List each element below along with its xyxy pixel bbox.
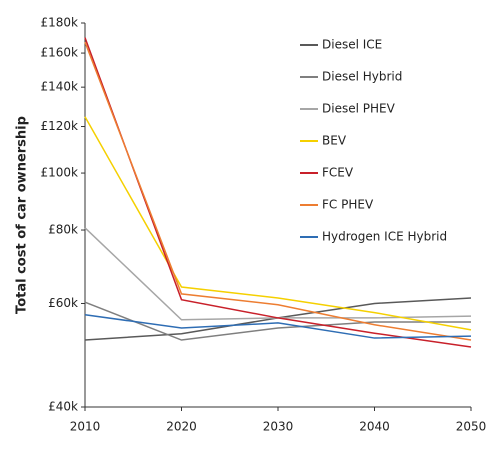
- y-tick-label: £120k: [41, 119, 79, 133]
- x-tick-label: 2010: [70, 420, 101, 434]
- legend-label: FCEV: [322, 166, 354, 180]
- y-tick-label: £100k: [41, 166, 79, 180]
- legend-label: Diesel ICE: [322, 38, 382, 52]
- legend-label: Hydrogen ICE Hybrid: [322, 230, 447, 244]
- legend-label: Diesel PHEV: [322, 102, 396, 116]
- y-tick-label: £140k: [41, 80, 79, 94]
- legend-label: Diesel Hybrid: [322, 70, 402, 84]
- x-tick-label: 2050: [456, 420, 487, 434]
- x-tick-label: 2030: [263, 420, 294, 434]
- y-tick-label: £180k: [41, 16, 79, 30]
- y-tick-label: £160k: [41, 46, 79, 60]
- series-line: [84, 314, 472, 339]
- series-line: [84, 301, 471, 341]
- legend-label: BEV: [322, 134, 347, 148]
- x-tick-label: 2020: [166, 420, 197, 434]
- y-tick-label: £40k: [48, 400, 78, 414]
- series-line: [84, 116, 472, 331]
- y-tick-label: £80k: [48, 223, 78, 237]
- y-axis-label: Total cost of car ownership: [15, 116, 30, 314]
- y-tick-label: £60k: [48, 296, 78, 310]
- x-tick-label: 2040: [359, 420, 390, 434]
- series-line: [84, 41, 472, 341]
- legend-label: FC PHEV: [322, 198, 374, 212]
